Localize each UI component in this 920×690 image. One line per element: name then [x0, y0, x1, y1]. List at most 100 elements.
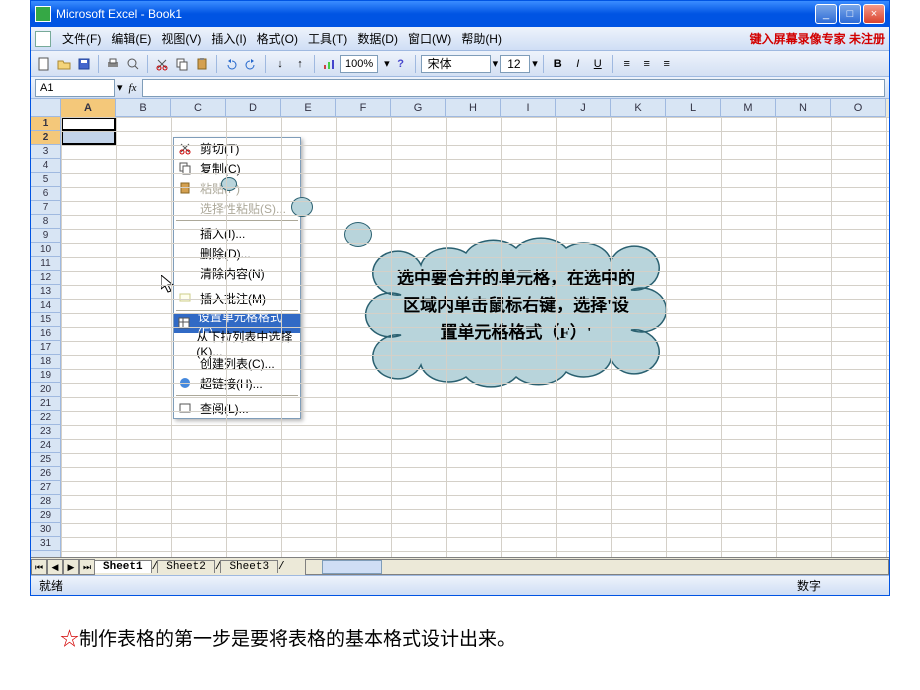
align-center-icon[interactable]: ≡	[638, 55, 656, 73]
menu-item[interactable]: 工具(T)	[303, 30, 352, 48]
print-icon[interactable]	[104, 55, 122, 73]
row-header[interactable]: 29	[31, 509, 60, 523]
copy-icon[interactable]	[173, 55, 191, 73]
column-header[interactable]: I	[501, 99, 556, 117]
row-header[interactable]: 18	[31, 355, 60, 369]
maximize-button[interactable]: □	[839, 4, 861, 24]
column-header[interactable]: N	[776, 99, 831, 117]
column-header[interactable]: H	[446, 99, 501, 117]
row-header[interactable]: 4	[31, 159, 60, 173]
row-header[interactable]: 15	[31, 313, 60, 327]
menu-item[interactable]: 视图(V)	[156, 30, 206, 48]
column-header[interactable]: K	[611, 99, 666, 117]
new-icon[interactable]	[35, 55, 53, 73]
help-icon[interactable]: ?	[392, 55, 410, 73]
italic-icon[interactable]: I	[569, 55, 587, 73]
column-header[interactable]: B	[116, 99, 171, 117]
column-header[interactable]: L	[666, 99, 721, 117]
horizontal-scrollbar[interactable]	[305, 559, 889, 575]
sheet-tab[interactable]: Sheet2	[157, 560, 215, 573]
align-right-icon[interactable]: ≡	[658, 55, 676, 73]
row-header[interactable]: 17	[31, 341, 60, 355]
name-box[interactable]: A1	[35, 79, 115, 97]
row-header[interactable]: 16	[31, 327, 60, 341]
row-header[interactable]: 8	[31, 215, 60, 229]
underline-icon[interactable]: U	[589, 55, 607, 73]
save-icon[interactable]	[75, 55, 93, 73]
row-header[interactable]: 28	[31, 495, 60, 509]
row-header[interactable]: 13	[31, 285, 60, 299]
row-header[interactable]: 6	[31, 187, 60, 201]
bold-icon[interactable]: B	[549, 55, 567, 73]
formula-bar[interactable]	[142, 79, 885, 97]
column-header[interactable]: A	[61, 99, 116, 117]
blank-icon	[176, 265, 194, 281]
tab-nav[interactable]: ⏮◀▶⏭	[31, 559, 95, 575]
zoom-box[interactable]: 100%	[340, 55, 378, 73]
watermark-text: 键入屏幕录像专家 未注册	[750, 30, 885, 47]
row-header[interactable]: 1	[31, 117, 60, 131]
column-header[interactable]: F	[336, 99, 391, 117]
menu-item[interactable]: 帮助(H)	[456, 30, 507, 48]
menu-item-label: 清除内容(N)	[200, 265, 265, 282]
row-header[interactable]: 11	[31, 257, 60, 271]
row-header[interactable]: 30	[31, 523, 60, 537]
row-header[interactable]: 31	[31, 537, 60, 551]
blank-icon	[176, 335, 190, 351]
window-title: Microsoft Excel - Book1	[56, 7, 815, 21]
align-left-icon[interactable]: ≡	[618, 55, 636, 73]
column-header[interactable]: C	[171, 99, 226, 117]
row-header[interactable]: 12	[31, 271, 60, 285]
column-header[interactable]: M	[721, 99, 776, 117]
row-header[interactable]: 19	[31, 369, 60, 383]
bubble-small-1	[221, 177, 237, 191]
blank-icon	[176, 245, 194, 261]
row-header[interactable]: 27	[31, 481, 60, 495]
row-header[interactable]: 26	[31, 467, 60, 481]
font-box[interactable]: 宋体	[421, 55, 491, 73]
undo-icon[interactable]	[222, 55, 240, 73]
menu-item-label: 插入批注(M)	[200, 290, 266, 307]
column-header[interactable]: J	[556, 99, 611, 117]
menu-item[interactable]: 窗口(W)	[403, 30, 456, 48]
row-header[interactable]: 10	[31, 243, 60, 257]
sort-asc-icon[interactable]: ↓	[271, 55, 289, 73]
column-header[interactable]: E	[281, 99, 336, 117]
column-header[interactable]: O	[831, 99, 886, 117]
open-icon[interactable]	[55, 55, 73, 73]
select-all-corner[interactable]	[31, 99, 61, 117]
preview-icon[interactable]	[124, 55, 142, 73]
menu-item[interactable]: 格式(O)	[252, 30, 303, 48]
row-header[interactable]: 9	[31, 229, 60, 243]
menu-item[interactable]: 编辑(E)	[106, 30, 156, 48]
row-header[interactable]: 20	[31, 383, 60, 397]
row-header[interactable]: 22	[31, 411, 60, 425]
sort-desc-icon[interactable]: ↑	[291, 55, 309, 73]
menu-item[interactable]: 文件(F)	[57, 30, 106, 48]
column-header[interactable]: D	[226, 99, 281, 117]
close-button[interactable]: ×	[863, 4, 885, 24]
cut-icon[interactable]	[153, 55, 171, 73]
menu-item[interactable]: 插入(I)	[206, 30, 251, 48]
paste-icon[interactable]	[193, 55, 211, 73]
font-size-box[interactable]: 12	[500, 55, 530, 73]
cells[interactable]: 剪切(T)复制(C)粘贴(P)选择性粘贴(S)...插入(I)...删除(D).…	[61, 117, 889, 557]
row-header[interactable]: 14	[31, 299, 60, 313]
row-header[interactable]: 23	[31, 425, 60, 439]
row-header[interactable]: 2	[31, 131, 60, 145]
redo-icon[interactable]	[242, 55, 260, 73]
column-header[interactable]: G	[391, 99, 446, 117]
row-header[interactable]: 7	[31, 201, 60, 215]
menu-item[interactable]: 数据(D)	[352, 30, 403, 48]
row-header[interactable]: 25	[31, 453, 60, 467]
row-header[interactable]: 21	[31, 397, 60, 411]
cut-icon	[176, 140, 194, 156]
fx-icon[interactable]: fx	[129, 82, 137, 94]
sheet-tab[interactable]: Sheet1	[94, 560, 152, 573]
sheet-tab[interactable]: Sheet3	[220, 560, 278, 573]
row-header[interactable]: 5	[31, 173, 60, 187]
chart-icon[interactable]	[320, 55, 338, 73]
minimize-button[interactable]: _	[815, 4, 837, 24]
row-header[interactable]: 24	[31, 439, 60, 453]
row-header[interactable]: 3	[31, 145, 60, 159]
